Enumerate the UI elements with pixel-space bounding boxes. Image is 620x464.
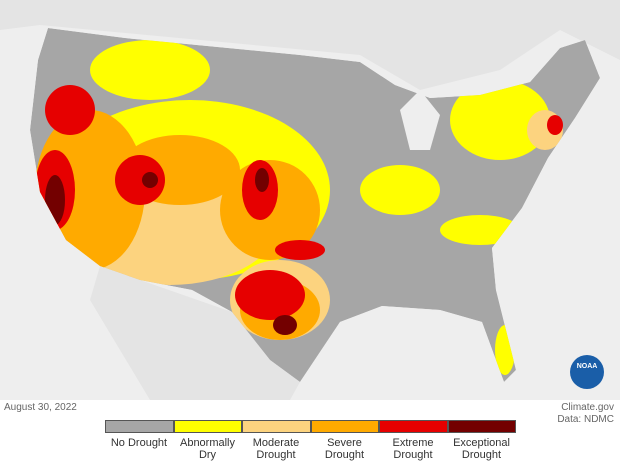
legend-label: Exceptional Drought — [453, 437, 510, 461]
legend-swatch — [310, 420, 379, 433]
drought-area — [115, 155, 165, 205]
legend-label: Severe Drought — [324, 437, 365, 461]
mexico — [90, 266, 300, 400]
drought-area — [235, 270, 305, 320]
legend-label: Moderate Drought — [252, 437, 300, 461]
legend-swatch — [105, 420, 174, 433]
drought-area — [360, 165, 440, 215]
drought-area — [255, 168, 269, 192]
drought-area — [547, 115, 563, 135]
legend-swatch — [173, 420, 242, 433]
canada — [0, 0, 620, 90]
data-credit: Data: NDMC — [557, 414, 614, 425]
drought-area — [450, 80, 550, 160]
drought-area — [142, 172, 158, 188]
noaa-logo — [570, 355, 604, 389]
source: Climate.gov — [561, 402, 614, 413]
legend-label: Extreme Drought — [392, 437, 434, 461]
legend-label: No Drought — [110, 437, 168, 449]
legend-label: Abnormally Dry — [179, 437, 236, 461]
drought-area — [90, 40, 210, 100]
drought-area — [273, 315, 297, 335]
legend-swatch — [379, 420, 448, 433]
date: August 30, 2022 — [4, 402, 77, 413]
map: NOAA — [0, 0, 620, 400]
legend-swatch — [242, 420, 311, 433]
drought-area — [45, 85, 95, 135]
drought-area — [275, 240, 325, 260]
great-lakes — [400, 90, 440, 150]
legend-swatch — [447, 420, 516, 433]
logo-text: NOAA — [577, 363, 598, 370]
drought-area — [35, 110, 145, 270]
